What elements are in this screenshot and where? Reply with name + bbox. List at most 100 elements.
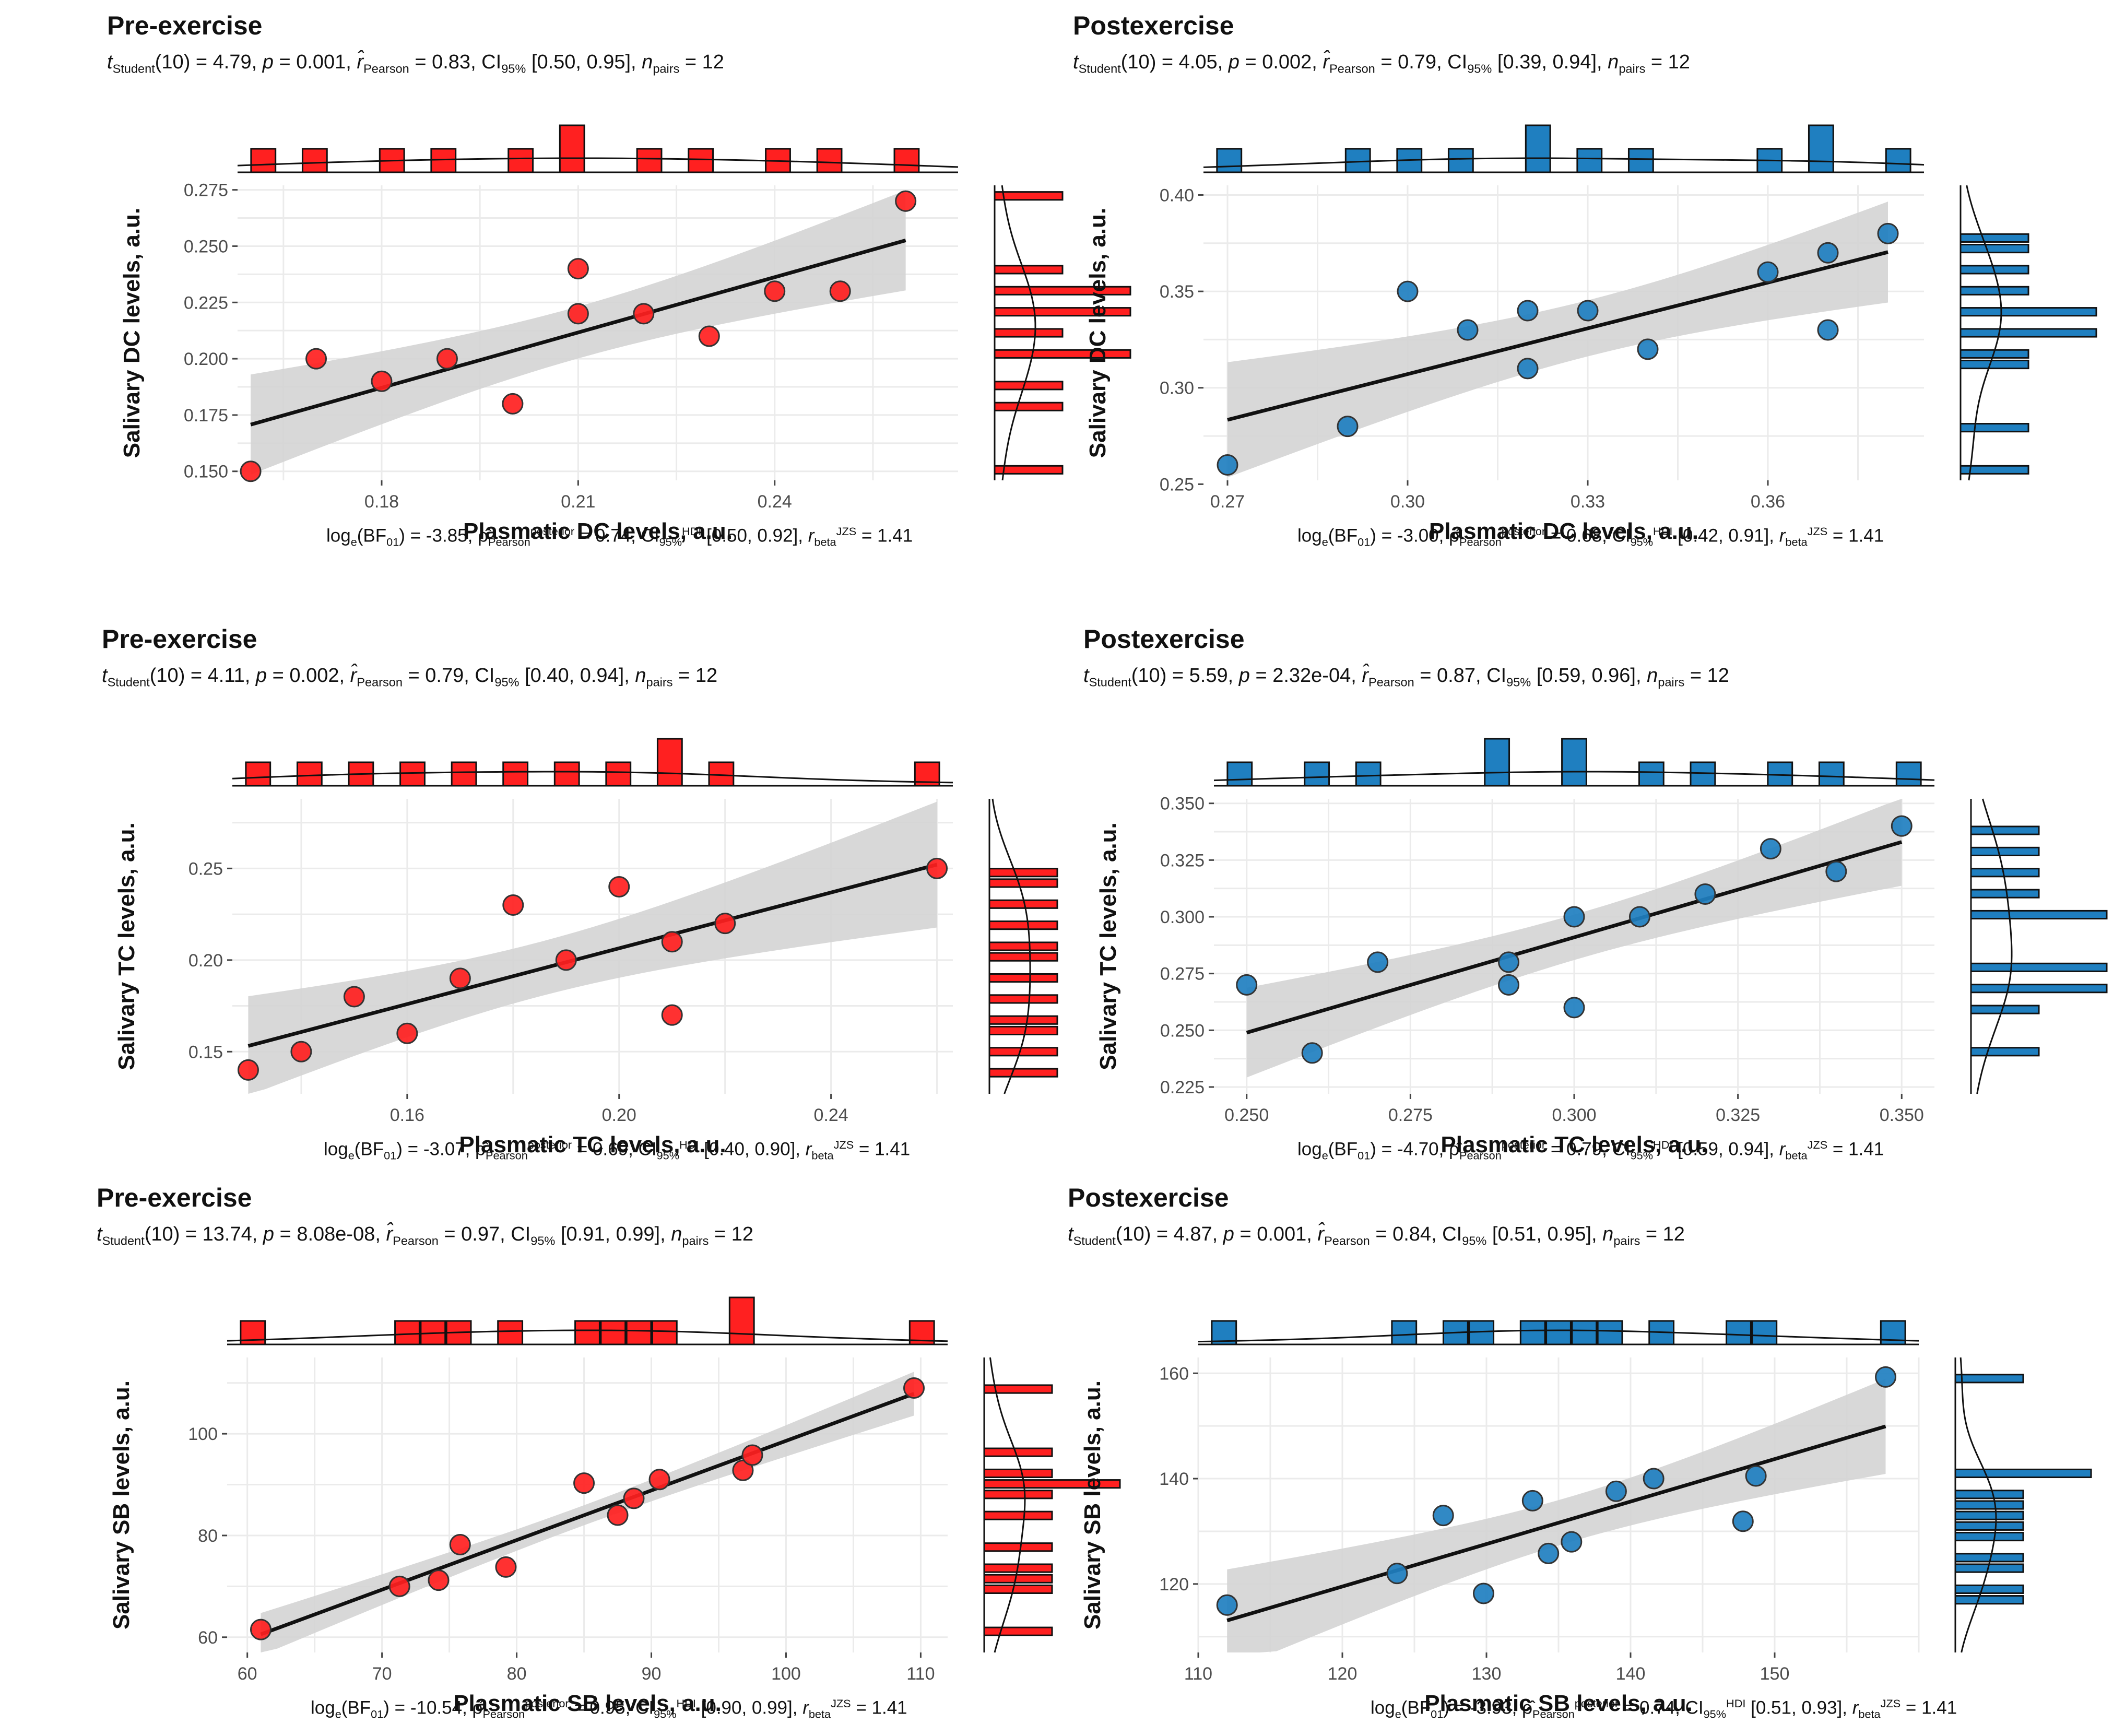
- x-tick-label: 0.250: [1224, 1105, 1269, 1125]
- plot-panel-tc-post: Postexercise tStudent(10) = 5.59, p = 2.…: [1083, 624, 2108, 1172]
- histogram-bar-x: [625, 1320, 652, 1345]
- data-point: [396, 1022, 418, 1044]
- x-tick-label: 130: [1472, 1664, 1502, 1684]
- histogram-bar-y: [1959, 328, 2097, 338]
- histogram-bar-y: [1954, 1521, 2024, 1531]
- data-point: [502, 393, 524, 415]
- histogram-bar-y: [1970, 984, 2108, 994]
- y-axis-title: Salivary DC levels, a.u.: [119, 208, 145, 458]
- density-curve-y: [1001, 185, 1036, 481]
- density-curve-y: [1966, 185, 2002, 481]
- data-point: [895, 190, 917, 212]
- histogram-bar-y: [1970, 910, 2108, 920]
- data-point: [623, 1487, 645, 1509]
- data-point: [1457, 319, 1479, 341]
- data-point: [1745, 1465, 1767, 1487]
- data-point: [1637, 338, 1659, 360]
- histogram-bar-x: [708, 761, 735, 787]
- data-point: [741, 1444, 763, 1466]
- data-point: [1825, 860, 1847, 882]
- y-tick-label: 0.40: [1160, 185, 1194, 205]
- data-point: [1643, 1468, 1665, 1490]
- x-tick-label: 0.325: [1716, 1105, 1760, 1125]
- data-point: [1386, 1563, 1408, 1585]
- histogram-bar-y: [1954, 1531, 2024, 1542]
- scatter-chart: 0.27 0.30 0.33 0.36 Plasmatic DC levels, a.u…: [1085, 124, 2097, 544]
- histogram-bar-y: [994, 265, 1064, 275]
- x-axis: 0.18 0.21 0.24 Plasmatic DC levels, a.u.: [364, 480, 792, 544]
- data-point: [1517, 358, 1539, 380]
- histogram-bar-x: [656, 738, 683, 787]
- frequentist-stats: tStudent(10) = 4.11, p = 0.002, r̂Pearso…: [102, 665, 718, 689]
- histogram-bar-x: [1484, 738, 1510, 787]
- histogram-bar-y: [988, 878, 1058, 888]
- data-point: [698, 325, 720, 347]
- histogram-bar-y: [988, 1025, 1058, 1035]
- histogram-bar-y: [988, 973, 1058, 983]
- histogram-bar-x: [296, 761, 323, 787]
- data-point: [1694, 883, 1716, 905]
- data-point: [648, 1469, 670, 1491]
- plot-panel-dc-pre: Pre-exercise tStudent(10) = 4.79, p = 0.…: [107, 10, 1131, 559]
- x-tick-label: 110: [1184, 1664, 1212, 1684]
- data-point: [1605, 1480, 1627, 1502]
- histogram-bar-x: [1216, 148, 1243, 173]
- data-point: [1757, 261, 1779, 283]
- histogram-bar-y: [1970, 868, 2040, 878]
- histogram-bar-y: [983, 1542, 1053, 1552]
- data-point: [1817, 319, 1839, 341]
- x-tick-label: 70: [372, 1664, 392, 1684]
- plot-panel-sb-pre: Pre-exercise tStudent(10) = 13.74, p = 8…: [97, 1183, 1121, 1731]
- top-marginal-histogram: [227, 1296, 948, 1345]
- histogram-bar-y: [988, 994, 1058, 1004]
- histogram-bar-y: [1959, 307, 2097, 317]
- panel-title: Postexercise: [1073, 11, 1234, 40]
- top-marginal-histogram: [1203, 124, 1925, 173]
- y-tick-label: 160: [1159, 1364, 1189, 1384]
- data-point: [250, 1619, 271, 1640]
- y-axis: 0.15 0.20 0.25 Salivary TC levels, a.u.: [114, 822, 232, 1070]
- data-point: [428, 1569, 450, 1591]
- data-point: [567, 258, 589, 280]
- data-point: [1561, 1531, 1583, 1553]
- x-tick-label: 0.275: [1388, 1105, 1433, 1125]
- histogram-bar-y: [1970, 846, 2040, 856]
- data-point: [1301, 1042, 1323, 1064]
- histogram-bar-x: [1597, 1320, 1623, 1345]
- x-tick-label: 0.30: [1390, 492, 1425, 512]
- data-point: [290, 1041, 312, 1062]
- data-point: [1397, 280, 1419, 302]
- x-tick-label: 100: [771, 1664, 801, 1684]
- regression-line: [260, 1392, 915, 1636]
- right-marginal-histogram: [1954, 1357, 2092, 1653]
- histogram-bar-x: [636, 148, 663, 173]
- frequentist-stats: tStudent(10) = 4.79, p = 0.001, r̂Pearso…: [107, 51, 724, 76]
- x-tick-label: 0.21: [561, 492, 595, 512]
- data-point: [1891, 815, 1913, 837]
- y-tick-label: 0.15: [188, 1042, 223, 1062]
- regression-line: [1246, 840, 1903, 1035]
- density-curve-y: [991, 798, 1031, 1094]
- y-tick-label: 0.35: [1160, 282, 1194, 302]
- y-tick-label: 100: [188, 1424, 218, 1444]
- x-tick-label: 0.18: [364, 492, 399, 512]
- regression-line: [1226, 1424, 1886, 1623]
- density-curve-y: [1959, 1357, 1997, 1653]
- histogram-bar-x: [394, 1320, 420, 1345]
- frequentist-stats: tStudent(10) = 5.59, p = 2.32e-04, r̂Pea…: [1083, 665, 1729, 689]
- data-point: [305, 348, 327, 370]
- data-point: [1538, 1542, 1560, 1564]
- y-tick-label: 0.25: [1160, 475, 1194, 494]
- regression-line: [1227, 250, 1888, 422]
- data-point: [1498, 951, 1520, 973]
- right-marginal-histogram: [983, 1357, 1121, 1653]
- histogram-bar-y: [1970, 889, 2040, 899]
- regression-line: [250, 238, 906, 427]
- histogram-bar-x: [1344, 148, 1371, 173]
- data-point: [1337, 416, 1359, 438]
- histogram-bar-x: [600, 1320, 627, 1345]
- data-point: [1817, 242, 1839, 264]
- histogram-bar-y: [983, 1490, 1053, 1499]
